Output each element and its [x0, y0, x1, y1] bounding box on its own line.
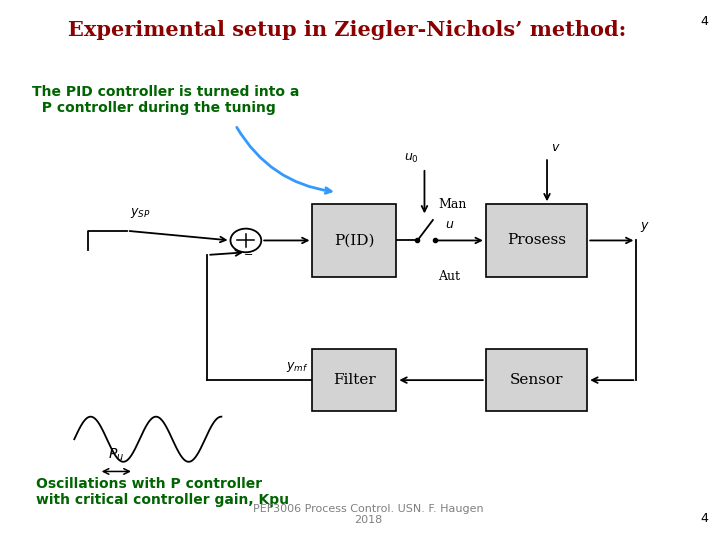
- Text: 4: 4: [701, 15, 708, 28]
- Text: $y$: $y$: [640, 220, 649, 234]
- Text: Aut: Aut: [438, 270, 461, 283]
- FancyBboxPatch shape: [486, 349, 588, 411]
- Text: P(ID): P(ID): [334, 233, 374, 247]
- Text: 4: 4: [701, 512, 708, 525]
- Text: Experimental setup in Ziegler-Nichols’ method:: Experimental setup in Ziegler-Nichols’ m…: [68, 20, 626, 40]
- Text: Filter: Filter: [333, 373, 376, 387]
- FancyBboxPatch shape: [312, 349, 397, 411]
- Text: $u_0$: $u_0$: [404, 152, 419, 165]
- Text: Man: Man: [438, 198, 467, 211]
- Text: $P_u$: $P_u$: [108, 447, 125, 463]
- Text: $y_{mf}$: $y_{mf}$: [287, 360, 309, 374]
- Text: Oscillations with P controller
with critical controller gain, Kpu: Oscillations with P controller with crit…: [36, 477, 289, 507]
- Text: PEF3006 Process Control. USN. F. Haugen
2018: PEF3006 Process Control. USN. F. Haugen …: [253, 504, 484, 525]
- Text: Sensor: Sensor: [510, 373, 563, 387]
- Text: $y_{SP}$: $y_{SP}$: [130, 206, 151, 220]
- FancyBboxPatch shape: [486, 204, 588, 276]
- Text: −: −: [243, 251, 253, 260]
- Text: Prosess: Prosess: [507, 233, 566, 247]
- Text: $u$: $u$: [446, 218, 455, 231]
- Text: The PID controller is turned into a
  P controller during the tuning: The PID controller is turned into a P co…: [32, 85, 300, 115]
- FancyBboxPatch shape: [312, 204, 397, 276]
- Text: $v$: $v$: [551, 141, 560, 154]
